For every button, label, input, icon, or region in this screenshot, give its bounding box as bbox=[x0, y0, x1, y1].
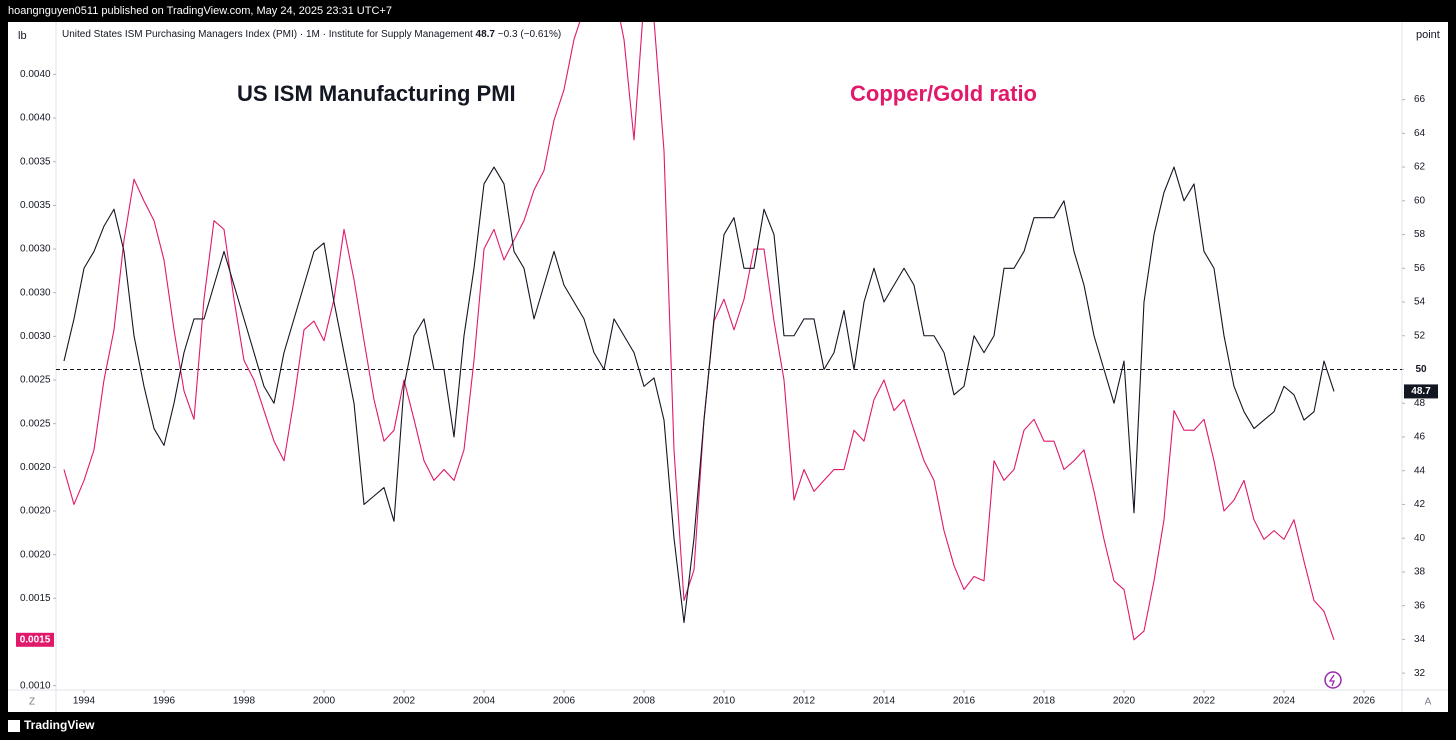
x-tick-label: 2006 bbox=[553, 696, 576, 707]
event-icon-bolt bbox=[1328, 674, 1335, 687]
y-tick-label: 0.0020 bbox=[20, 462, 51, 473]
x-tick-label: 1994 bbox=[73, 696, 96, 707]
y2-tick-label: 60 bbox=[1414, 195, 1426, 206]
x-tick-label: 2026 bbox=[1353, 696, 1376, 707]
y-tick-label: 0.0025 bbox=[20, 375, 51, 386]
y2-tick-label: 58 bbox=[1414, 229, 1426, 240]
y2-tick-label: 54 bbox=[1414, 297, 1426, 308]
publish-info: hoangnguyen0511 published on TradingView… bbox=[8, 5, 392, 17]
y2-unit: point bbox=[1416, 29, 1440, 41]
y2-tick-label: 36 bbox=[1414, 600, 1426, 611]
x-tick-label: 2020 bbox=[1113, 696, 1136, 707]
y2-tick-label: 56 bbox=[1414, 263, 1426, 274]
x-tick-label: 2014 bbox=[873, 696, 896, 707]
annotation: Copper/Gold ratio bbox=[850, 81, 1037, 106]
y2-tick-label: 46 bbox=[1414, 432, 1426, 443]
y-tick-label: 0.0030 bbox=[20, 287, 51, 298]
x-tick-label: 2008 bbox=[633, 696, 656, 707]
y2-tick-label: 42 bbox=[1414, 499, 1426, 510]
footer-brand: TradingView bbox=[24, 718, 95, 732]
y-tick-label: 0.0040 bbox=[20, 69, 51, 80]
y-tick-label: 0.0035 bbox=[20, 200, 51, 211]
y-tick-label: 0.0035 bbox=[20, 156, 51, 167]
y2-tick-label: 48 bbox=[1414, 398, 1426, 409]
y2-tick-label: 52 bbox=[1414, 330, 1426, 341]
y-tick-label: 0.0040 bbox=[20, 113, 51, 124]
x-tick-label: 2024 bbox=[1273, 696, 1296, 707]
y2-tick-label: 40 bbox=[1414, 533, 1426, 544]
y2-tick-label: 66 bbox=[1414, 94, 1426, 105]
y2-tick-label: 34 bbox=[1414, 634, 1426, 645]
x-tick-label: 2002 bbox=[393, 696, 416, 707]
x-tick-label: 2000 bbox=[313, 696, 336, 707]
x-tick-label: 2012 bbox=[793, 696, 816, 707]
y-tick-label: 0.0010 bbox=[20, 680, 51, 691]
scale-button[interactable]: Z bbox=[29, 697, 35, 708]
last-value-tag bbox=[16, 632, 54, 647]
y2-tick-label: 32 bbox=[1414, 668, 1426, 679]
event-icon[interactable] bbox=[1324, 671, 1342, 689]
x-tick-label: 1998 bbox=[233, 696, 256, 707]
legend-item: (−0.61%) bbox=[520, 29, 561, 40]
reference-tag bbox=[1404, 362, 1438, 377]
legend: United States ISM Purchasing Managers In… bbox=[62, 29, 561, 40]
annotation: US ISM Manufacturing PMI bbox=[237, 81, 516, 106]
y2-tick-label: 44 bbox=[1414, 465, 1426, 476]
scale-button[interactable]: A bbox=[1425, 697, 1432, 708]
x-tick-label: 2016 bbox=[953, 696, 976, 707]
legend-item: United States ISM Purchasing Managers In… bbox=[62, 29, 297, 40]
y-tick-label: 0.0030 bbox=[20, 331, 51, 342]
x-tick-label: 2004 bbox=[473, 696, 496, 707]
last-value-label: 0.0015 bbox=[20, 634, 51, 645]
y2-tick-label: 62 bbox=[1414, 162, 1426, 173]
plot-area bbox=[56, 22, 1402, 641]
y2-tick-label: 64 bbox=[1414, 128, 1426, 139]
series-line bbox=[63, 166, 1335, 624]
last-value-label: 48.7 bbox=[1411, 386, 1431, 397]
chart-panel bbox=[8, 22, 1448, 712]
y-tick-label: 0.0030 bbox=[20, 244, 51, 255]
reference-tag-label: 50 bbox=[1415, 364, 1427, 375]
last-value-tag bbox=[1404, 384, 1438, 399]
y-tick-label: 0.0020 bbox=[20, 506, 51, 517]
x-tick-label: 2022 bbox=[1193, 696, 1216, 707]
brand-logo bbox=[8, 720, 20, 732]
legend-item: −0.3 bbox=[498, 29, 518, 40]
y2-tick-label: 38 bbox=[1414, 567, 1426, 578]
y-tick-label: 0.0025 bbox=[20, 418, 51, 429]
legend-item: 48.7 bbox=[476, 29, 496, 40]
y-tick-label: 0.0020 bbox=[20, 549, 51, 560]
series-line bbox=[63, 22, 1335, 641]
x-tick-label: 1996 bbox=[153, 696, 176, 707]
x-tick-label: 2018 bbox=[1033, 696, 1056, 707]
y-tick-label: 0.0015 bbox=[20, 593, 51, 604]
y-unit: lb bbox=[18, 30, 27, 42]
x-tick-label: 2010 bbox=[713, 696, 736, 707]
legend-item: · 1M · Institute for Supply Management bbox=[300, 29, 473, 40]
